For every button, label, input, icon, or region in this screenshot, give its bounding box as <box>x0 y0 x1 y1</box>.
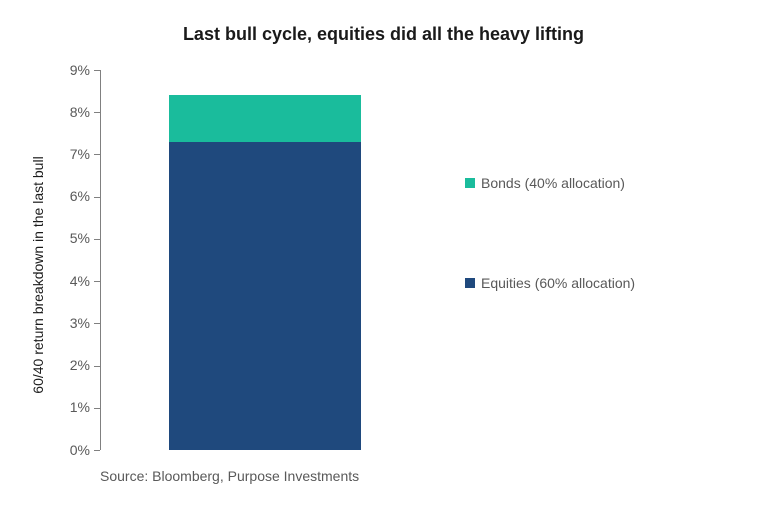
bar-segment-equities <box>169 142 360 450</box>
y-tick-mark <box>94 281 100 282</box>
y-tick-label: 3% <box>50 315 90 331</box>
y-tick-label: 6% <box>50 188 90 204</box>
y-axis-label: 60/40 return breakdown in the last bull <box>30 156 46 393</box>
y-tick-label: 8% <box>50 104 90 120</box>
plot-area: 0%1%2%3%4%5%6%7%8%9% <box>100 70 430 450</box>
y-axis-line <box>100 70 101 450</box>
y-tick-label: 1% <box>50 399 90 415</box>
return-bar <box>169 95 360 450</box>
y-tick-mark <box>94 154 100 155</box>
y-tick-mark <box>94 112 100 113</box>
legend-item-equities: Equities (60% allocation) <box>465 275 635 291</box>
y-tick-mark <box>94 70 100 71</box>
chart-title: Last bull cycle, equities did all the he… <box>0 24 767 45</box>
y-tick-mark <box>94 450 100 451</box>
y-tick-label: 4% <box>50 273 90 289</box>
y-tick-label: 5% <box>50 230 90 246</box>
y-tick-mark <box>94 408 100 409</box>
y-tick-label: 0% <box>50 442 90 458</box>
legend-label-equities: Equities (60% allocation) <box>481 275 635 291</box>
y-tick-mark <box>94 366 100 367</box>
chart-canvas: Last bull cycle, equities did all the he… <box>0 0 767 510</box>
y-tick-mark <box>94 323 100 324</box>
legend-swatch-equities <box>465 278 475 288</box>
legend-item-bonds: Bonds (40% allocation) <box>465 175 625 191</box>
legend-swatch-bonds <box>465 178 475 188</box>
legend-label-bonds: Bonds (40% allocation) <box>481 175 625 191</box>
bar-segment-bonds <box>169 95 360 141</box>
y-tick-label: 9% <box>50 62 90 78</box>
y-tick-mark <box>94 239 100 240</box>
y-tick-label: 2% <box>50 357 90 373</box>
y-tick-label: 7% <box>50 146 90 162</box>
source-attribution: Source: Bloomberg, Purpose Investments <box>100 468 359 484</box>
y-tick-mark <box>94 197 100 198</box>
